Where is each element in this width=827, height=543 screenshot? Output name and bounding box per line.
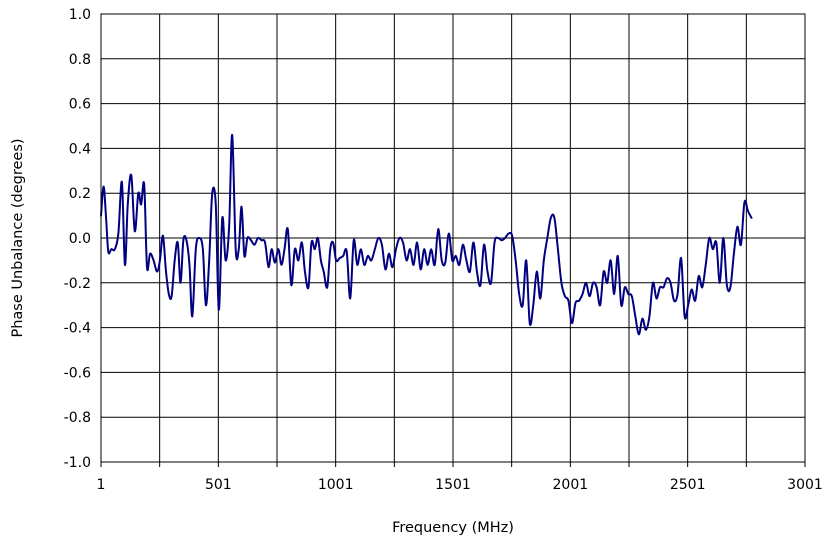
y-axis-title: Phase Unbalance (degrees)	[10, 138, 26, 337]
x-tick-label: 1	[97, 477, 106, 493]
y-tick-label: 0.2	[69, 186, 91, 202]
y-tick-label: -0.6	[64, 365, 91, 381]
y-tick-label: -0.4	[64, 321, 91, 337]
x-tick-label: 3001	[787, 477, 823, 493]
series-line	[100, 133, 753, 336]
x-tick-label: 1501	[435, 477, 471, 493]
x-tick-label: 2001	[553, 477, 589, 493]
tick-labels: -1.0-0.8-0.6-0.4-0.20.00.20.40.60.81.01 5…	[64, 7, 823, 493]
y-tick-label: 0.6	[69, 97, 91, 113]
x-tick-label: 1001	[318, 477, 354, 493]
y-tick-label: 0.0	[69, 231, 91, 247]
plot-area-frame	[100, 13, 806, 463]
y-tick-label: -0.2	[64, 276, 91, 292]
x-tick-label: 501	[205, 477, 232, 493]
series-layer	[100, 133, 753, 336]
y-tick-label: 0.4	[69, 141, 91, 157]
x-tick-label: 2501	[670, 477, 706, 493]
y-tick-label: -1.0	[64, 455, 91, 471]
grid	[100, 13, 806, 467]
y-tick-label: -0.8	[64, 410, 91, 426]
y-tick-label: 1.0	[69, 7, 91, 23]
x-axis-title: Frequency (MHz)	[392, 520, 514, 536]
y-tick-label: 0.8	[69, 52, 91, 68]
